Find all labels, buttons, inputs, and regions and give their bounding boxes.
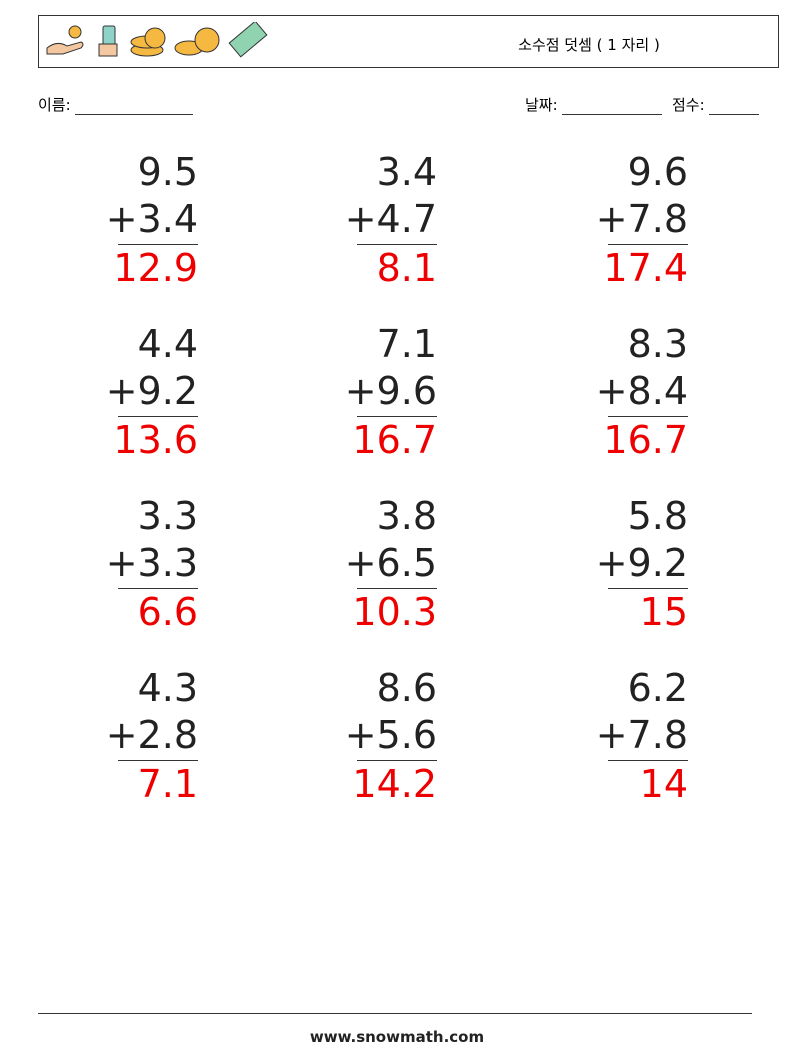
sum-line [118,760,198,761]
answer: 13.6 [113,418,198,462]
top-number: 6.2 [627,666,688,710]
bottom-number: +8.4 [595,369,688,413]
sum-line [608,588,688,589]
score-label: 점수: [671,96,705,114]
footer-rule [38,1013,752,1014]
bottom-number: +5.6 [344,713,437,757]
date-field: 날짜: 점수: [525,94,760,115]
top-number: 8.6 [376,666,437,710]
answer: 14 [639,762,688,806]
sum-line [118,588,198,589]
sum-line [608,416,688,417]
sum-line [608,760,688,761]
bottom-number: +3.4 [105,197,198,241]
answer: 16.7 [603,418,688,462]
sum-line [357,588,437,589]
sum-line [118,244,198,245]
answer: 6.6 [137,590,198,634]
sum-line [357,760,437,761]
top-number: 3.3 [137,494,198,538]
answer: 8.1 [376,246,437,290]
sum-line [608,244,688,245]
top-number: 7.1 [376,322,437,366]
name-label: 이름: [38,96,71,114]
bottom-number: +3.3 [105,541,198,585]
bottom-number: +6.5 [344,541,437,585]
bottom-number: +9.6 [344,369,437,413]
top-number: 8.3 [627,322,688,366]
title: 소수점 덧셈 ( 1 자리 ) [518,36,660,54]
bottom-number: +2.8 [105,713,198,757]
answer: 12.9 [113,246,198,290]
header-box: 소수점 덧셈 ( 1 자리 ) [38,15,779,68]
bottom-number: +7.8 [595,713,688,757]
bottom-number: +7.8 [595,197,688,241]
top-number: 4.4 [137,322,198,366]
answer: 17.4 [603,246,688,290]
top-number: 3.4 [376,150,437,194]
answer: 7.1 [137,762,198,806]
top-number: 3.8 [376,494,437,538]
date-label: 날짜: [525,96,558,114]
sum-line [357,416,437,417]
bottom-number: +4.7 [344,197,437,241]
bottom-number: +9.2 [595,541,688,585]
top-number: 5.8 [627,494,688,538]
name-field: 이름: [38,94,194,115]
footer-site: www.snowmath.com [309,1028,485,1046]
answer: 15 [639,590,688,634]
sum-line [357,244,437,245]
top-number: 9.6 [627,150,688,194]
sum-line [118,416,198,417]
answer: 14.2 [352,762,437,806]
answer: 16.7 [352,418,437,462]
bottom-number: +9.2 [105,369,198,413]
top-number: 4.3 [137,666,198,710]
header-icons [46,22,268,58]
top-number: 9.5 [137,150,198,194]
answer: 10.3 [352,590,437,634]
